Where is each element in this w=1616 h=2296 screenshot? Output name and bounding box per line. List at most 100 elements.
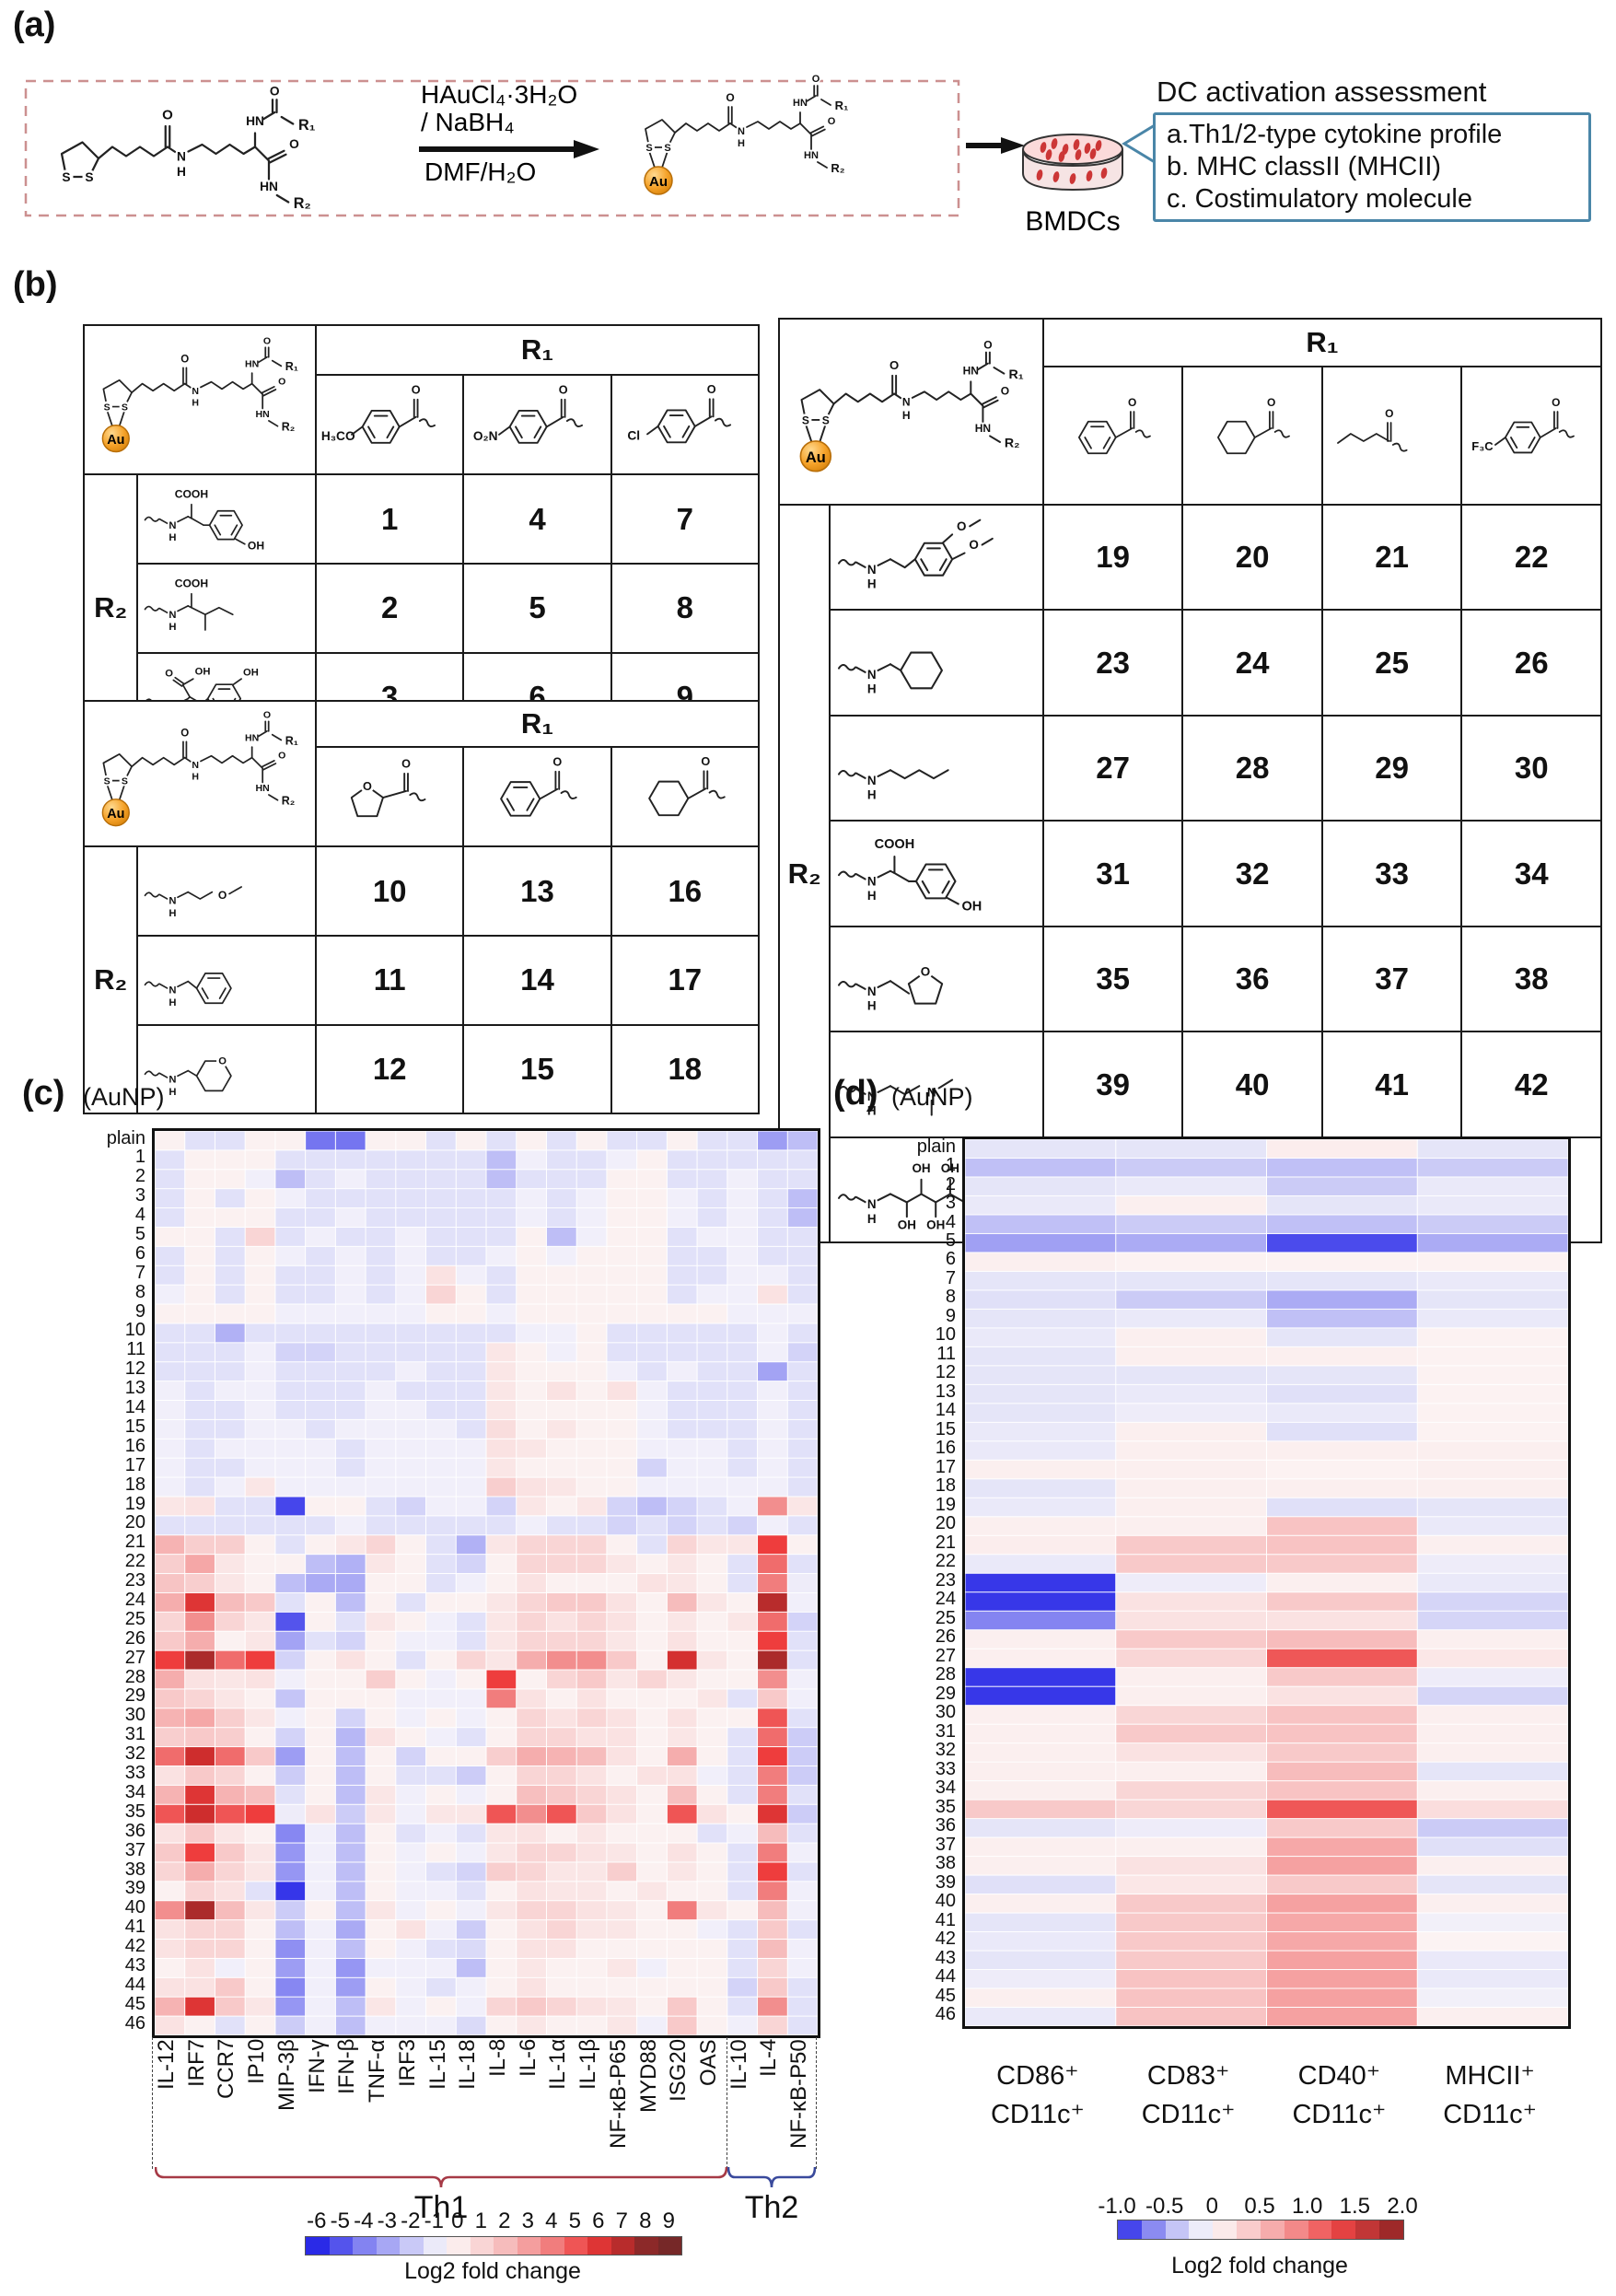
colorbar-segment — [1165, 2220, 1190, 2239]
svg-text:R₁: R₁ — [285, 360, 298, 373]
svg-text:O: O — [1552, 396, 1560, 409]
svg-text:H: H — [867, 788, 877, 802]
svg-text:O: O — [278, 750, 285, 761]
svg-text:O: O — [180, 354, 189, 365]
compound-number: 4 — [462, 473, 612, 565]
svg-text:N: N — [177, 150, 186, 164]
panel-c-label: (c) — [22, 1074, 65, 1113]
row-label-d-24: 24 — [935, 1589, 956, 1610]
row-label-31: 31 — [124, 1724, 145, 1745]
svg-text:HN: HN — [245, 732, 259, 743]
marker-col-label-sub: CD11c⁺ — [990, 2100, 1085, 2129]
svg-text:R₁: R₁ — [835, 99, 849, 112]
col-label-ISG20: ISG20 — [666, 2039, 692, 2103]
compound-number: 31 — [1041, 820, 1184, 927]
svg-text:H: H — [169, 622, 177, 633]
compound-number: 33 — [1320, 820, 1463, 927]
marker-colorbar-tick--0.5: -0.5 — [1145, 2194, 1184, 2219]
svg-text:H: H — [169, 908, 177, 919]
colorbar-tick-0: 0 — [451, 2209, 464, 2233]
row-label-10: 10 — [124, 1320, 145, 1341]
compound-number: 10 — [315, 845, 465, 938]
structure-cha-icon: NH — [838, 652, 944, 698]
compound-number: 13 — [462, 845, 612, 938]
row-label-d-44: 44 — [935, 1966, 956, 1987]
row-label-d-17: 17 — [935, 1456, 956, 1477]
r2-header: R₂ — [82, 473, 139, 743]
scaffold-cell: Au S S O N H HN O R₁ O HN R₂ — [778, 318, 1044, 506]
svg-text:H: H — [867, 577, 877, 591]
compound-number: 20 — [1181, 503, 1323, 612]
col-label-IL-15: IL-15 — [424, 2039, 450, 2090]
svg-text:S: S — [104, 775, 110, 787]
compound-number: 41 — [1320, 1031, 1463, 1138]
row-label-d-18: 18 — [935, 1475, 956, 1497]
r1-group-cell: O — [1320, 366, 1463, 506]
row-label-d-16: 16 — [935, 1438, 956, 1459]
col-label-MYD88: MYD88 — [635, 2039, 661, 2114]
row-label-43: 43 — [124, 1954, 145, 1975]
svg-text:R₁: R₁ — [285, 734, 298, 747]
row-label-34: 34 — [124, 1781, 145, 1802]
compound-number: 32 — [1181, 820, 1323, 927]
table-compounds-10-18: Au S S O N H HN O R₁ O HN R₂ R₁ O O O O R₂ N H O 10 13 16 N H 11 14… — [82, 699, 761, 1115]
svg-text:N: N — [902, 395, 911, 408]
row-label-d-45: 45 — [935, 1985, 956, 2006]
svg-text:H₃CO: H₃CO — [321, 429, 355, 443]
svg-text:S: S — [645, 143, 652, 154]
svg-text:S: S — [122, 775, 128, 787]
svg-text:N: N — [169, 610, 177, 621]
svg-text:N: N — [867, 563, 877, 577]
colorbar-tick-3: 3 — [521, 2209, 534, 2233]
svg-text:HN: HN — [804, 150, 819, 161]
row-label-11: 11 — [126, 1339, 145, 1360]
marker-heatmap-frame — [962, 1136, 1571, 2029]
svg-text:N: N — [867, 774, 877, 787]
th2-bracket — [727, 2166, 816, 2188]
col-label-IRF3: IRF3 — [394, 2039, 420, 2088]
compound-number: 19 — [1041, 503, 1184, 612]
colorbar-segment — [1118, 2220, 1142, 2239]
colorbar-segment — [1189, 2220, 1214, 2239]
row-label-d-4: 4 — [945, 1211, 956, 1232]
svg-text:O: O — [180, 728, 189, 739]
svg-text:S: S — [85, 170, 93, 184]
structure-aroyl-icon: O₂N O — [472, 381, 584, 444]
colorbar-segment — [447, 2237, 471, 2255]
row-label-23: 23 — [124, 1570, 145, 1591]
condition-2: / NaBH₄ — [421, 108, 515, 136]
cytokine-colorbar-caption: Log2 fold change — [404, 2258, 581, 2284]
colorbar-tick--1: -1 — [424, 2209, 444, 2233]
row-label-13: 13 — [124, 1378, 145, 1399]
svg-text:Au: Au — [107, 433, 124, 448]
svg-text:H: H — [867, 999, 877, 1013]
row-label-d-37: 37 — [935, 1834, 956, 1855]
assessment-box: a.Th1/2-type cytokine profile b. MHC cla… — [1153, 112, 1591, 222]
structure-cyclohexoyl-icon: O — [1217, 394, 1291, 454]
th1-label: Th1 — [413, 2190, 469, 2225]
th2-right-divider — [816, 2037, 817, 2169]
compound-number: 11 — [315, 935, 465, 1026]
structure-hpg-icon: NH COOH OH — [838, 836, 983, 915]
row-label-d-7: 7 — [945, 1267, 956, 1288]
colorbar-segment — [1213, 2220, 1238, 2239]
svg-text:O: O — [553, 755, 563, 768]
row-label-22: 22 — [124, 1551, 145, 1572]
svg-text:R₂: R₂ — [1005, 436, 1020, 450]
compound-number: 2 — [315, 563, 465, 654]
structure-dmpe-icon: NH OO — [838, 518, 994, 592]
structure-bua-icon: NH — [838, 769, 950, 803]
panel-d-subtitle: (AuNP) — [891, 1083, 973, 1111]
svg-text:N: N — [192, 386, 199, 397]
svg-text:S: S — [62, 170, 70, 184]
svg-text:H: H — [867, 1104, 877, 1118]
compound-number: 5 — [462, 563, 612, 654]
col-label-IRF7: IRF7 — [183, 2039, 209, 2088]
assessment-item-1: a.Th1/2-type cytokine profile — [1167, 120, 1503, 149]
colorbar-tick--2: -2 — [401, 2209, 421, 2233]
structure-aroyl-icon: F₃C O — [1471, 394, 1575, 454]
svg-text:OH: OH — [243, 667, 259, 678]
row-label-30: 30 — [124, 1705, 145, 1726]
